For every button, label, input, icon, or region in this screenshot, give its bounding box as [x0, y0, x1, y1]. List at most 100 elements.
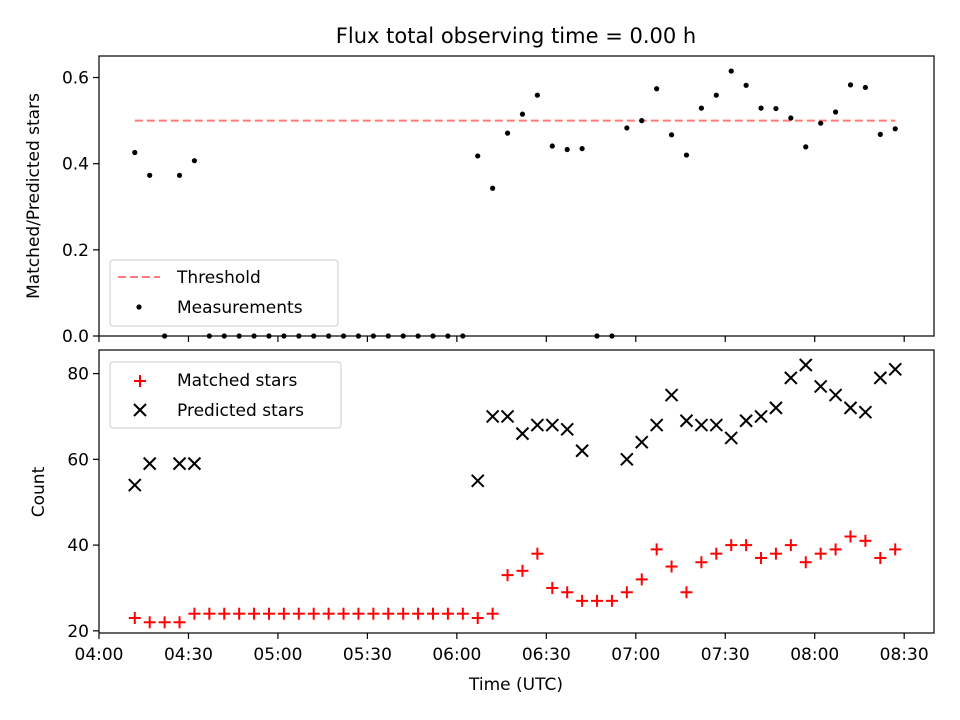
predicted-stars-point	[620, 452, 634, 467]
predicted-stars-point	[649, 418, 664, 432]
measurements-point	[788, 115, 794, 121]
bottom-x-tick-label: 05:30	[343, 645, 392, 665]
bottom-x-tick-label: 06:00	[432, 645, 481, 665]
matched-stars-point	[456, 607, 469, 620]
measurements-point	[639, 118, 645, 124]
matched-stars-point	[486, 607, 499, 620]
predicted-stars-point	[873, 371, 888, 385]
predicted-stars-point	[530, 418, 545, 432]
measurements-point	[818, 120, 824, 126]
measurements-point	[668, 132, 675, 138]
matched-stars-point	[158, 616, 171, 629]
matched-stars-point	[710, 547, 723, 560]
bottom-y-axis-label: Count	[29, 466, 49, 517]
measurements-point	[713, 92, 719, 98]
matched-stars-point	[844, 530, 857, 543]
chart-title: Flux total observing time = 0.00 h	[336, 24, 696, 48]
predicted-stars-point	[560, 422, 574, 437]
bottom-y-tick-label: 40	[67, 536, 89, 556]
predicted-legend-label: Predicted stars	[177, 401, 304, 421]
predicted-stars-point	[664, 388, 679, 402]
bottom-axes: 20 40 60 80 04:00 04:30 05:00 05:30 06:00 06:30 07…	[67, 365, 928, 665]
matched-stars-point	[591, 594, 604, 607]
matched-stars-point	[725, 539, 738, 552]
bottom-x-tick-label: 08:00	[790, 645, 839, 665]
top-panel: 0.0 0.2 0.4 0.6 Matched/Predicted stars Thr…	[24, 55, 935, 347]
matched-stars-point	[382, 607, 395, 620]
measurements-point	[564, 146, 570, 153]
matched-stars-point	[605, 594, 618, 607]
matched-stars-point	[233, 607, 246, 620]
predicted-stars-point	[709, 418, 724, 432]
measurements-point	[698, 105, 704, 111]
predicted-stars-point	[187, 456, 202, 471]
threshold-legend-label: Threshold	[176, 268, 261, 288]
measurements-point	[191, 158, 198, 164]
predicted-stars-point	[799, 358, 813, 372]
predicted-stars-point	[769, 401, 783, 415]
predicted-legend-swatch	[133, 403, 147, 417]
measurements-point	[728, 68, 734, 74]
measurements-legend-label: Measurements	[177, 298, 303, 318]
matched-stars-point	[352, 607, 365, 620]
matched-stars-point	[829, 543, 842, 556]
matched-stars-point	[501, 569, 514, 582]
measurements-point	[534, 92, 540, 98]
matched-legend-label: Matched stars	[177, 371, 297, 391]
measurements-point	[624, 125, 630, 131]
predicted-stars-point	[515, 426, 530, 441]
measurements-point	[743, 82, 749, 88]
matched-stars-point	[292, 607, 305, 620]
predicted-stars-point	[739, 414, 753, 428]
matched-stars-point	[650, 543, 663, 556]
matched-stars-point	[307, 607, 320, 620]
bottom-x-tick-label: 07:30	[701, 645, 750, 665]
measurements-point	[519, 111, 526, 117]
predicted-stars-point	[575, 444, 589, 458]
matched-stars-point	[620, 586, 633, 599]
matched-stars-point	[441, 607, 454, 620]
bottom-y-tick-label: 20	[67, 622, 89, 642]
matched-stars-point	[546, 581, 559, 594]
matched-stars-point	[218, 607, 231, 620]
matched-legend-swatch	[134, 375, 146, 387]
measurements-point	[176, 172, 183, 178]
measurements-point	[773, 105, 779, 112]
predicted-stars-point	[754, 409, 768, 424]
predicted-stars-point	[813, 379, 828, 394]
predicted-stars-point	[828, 388, 843, 402]
measurements-point	[654, 86, 660, 92]
predicted-stars-point	[142, 456, 157, 471]
measurements-point	[847, 82, 854, 88]
bottom-plot-marks	[128, 358, 902, 629]
measurements-point	[549, 143, 555, 149]
predicted-stars-point	[843, 401, 858, 415]
measurements-point	[803, 144, 809, 150]
matched-stars-point	[322, 607, 335, 620]
matched-stars-point	[680, 586, 693, 599]
matched-stars-point	[516, 564, 529, 577]
predicted-stars-point	[128, 478, 142, 492]
matched-stars-point	[799, 556, 812, 569]
predicted-stars-point	[858, 405, 873, 419]
bottom-panel: 20 40 60 80 04:00 04:30 05:00 05:30 06:00 06:30 07…	[29, 349, 935, 695]
matched-stars-point	[277, 607, 290, 620]
predicted-stars-point	[635, 435, 649, 449]
bottom-x-tick-label: 07:00	[611, 645, 660, 665]
matched-stars-point	[173, 616, 186, 629]
top-y-tick-label: 0.0	[62, 327, 89, 347]
top-legend-frame	[109, 259, 339, 327]
matched-stars-point	[814, 547, 827, 560]
predicted-stars-point	[888, 362, 902, 377]
predicted-stars-point	[500, 409, 515, 424]
top-y-axis-label: Matched/Predicted stars	[24, 93, 44, 299]
measurements-point	[683, 152, 690, 158]
matched-stars-point	[695, 556, 708, 569]
matched-stars-point	[203, 607, 216, 620]
predicted-stars-point	[485, 409, 500, 424]
bottom-legend-frame	[109, 361, 342, 429]
measurements-point	[877, 131, 883, 137]
matched-stars-point	[561, 586, 574, 599]
top-y-tick-label: 0.2	[62, 241, 89, 261]
